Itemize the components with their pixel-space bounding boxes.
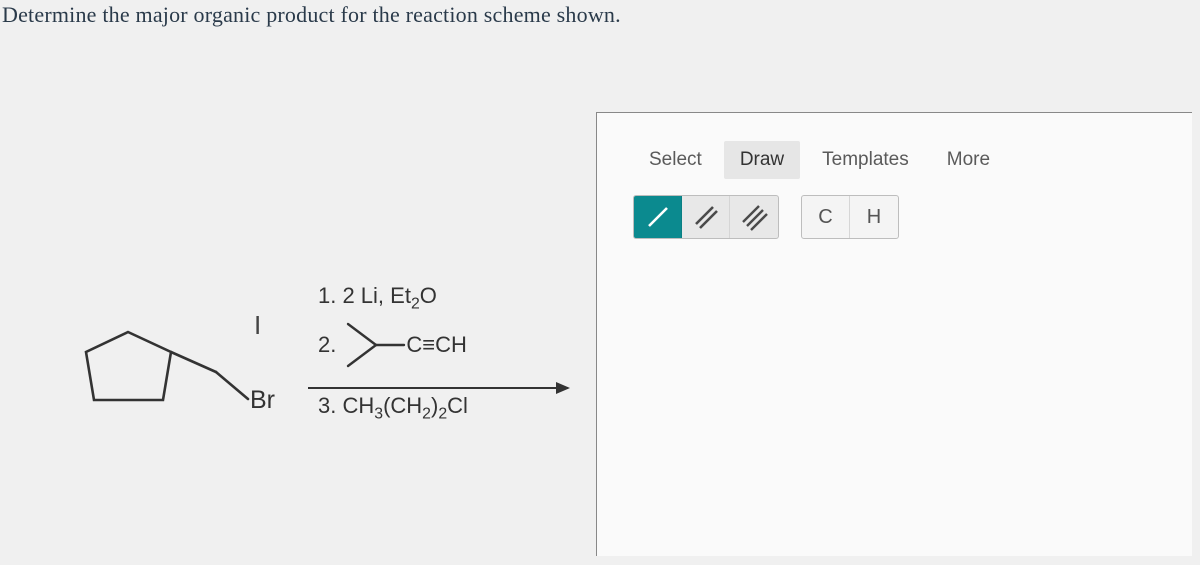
tool-row: C H	[597, 189, 1192, 245]
tab-templates[interactable]: Templates	[806, 141, 925, 179]
tert-alkyne-fragment	[342, 318, 430, 372]
element-c-button[interactable]: C	[802, 196, 850, 238]
starting-material: Br	[70, 300, 280, 455]
reagents-list: 1. 2 Li, Et2O 2. C≡CH 3. CH3(CH2)2Cl	[318, 280, 468, 427]
drawing-canvas[interactable]	[633, 255, 1156, 555]
single-bond-tool[interactable]	[634, 196, 682, 238]
s3f: 2	[438, 406, 447, 423]
tab-select[interactable]: Select	[633, 141, 718, 179]
br-label: Br	[250, 386, 275, 414]
step2-num: 2.	[318, 329, 336, 361]
double-bond-tool[interactable]	[682, 196, 730, 238]
s3b: 3	[374, 406, 383, 423]
reaction-arrow	[308, 387, 568, 389]
s3c: (CH	[383, 393, 422, 418]
element-tool-group: C H	[801, 195, 899, 239]
reagent-step-2: 2. C≡CH	[318, 318, 468, 372]
step1-tail: O	[420, 283, 437, 308]
s3g: Cl	[447, 393, 468, 418]
step1-text: 1. 2 Li, Et	[318, 283, 411, 308]
reagent-step-1: 1. 2 Li, Et2O	[318, 280, 468, 316]
drawing-panel: Select Draw Templates More	[596, 112, 1192, 556]
tab-more[interactable]: More	[931, 141, 1006, 179]
tab-draw[interactable]: Draw	[724, 141, 800, 179]
step1-sub: 2	[411, 295, 420, 312]
question-text: Determine the major organic product for …	[2, 2, 621, 28]
s3a: 3. CH	[318, 393, 374, 418]
panel-tabs: Select Draw Templates More	[597, 113, 1192, 189]
s3d: 2	[422, 406, 431, 423]
bond-tool-group	[633, 195, 779, 239]
triple-bond-tool[interactable]	[730, 196, 778, 238]
reagent-step-3: 3. CH3(CH2)2Cl	[318, 390, 468, 426]
element-h-button[interactable]: H	[850, 196, 898, 238]
reaction-scheme: I Br 1. 2 Li, Et2O 2.	[50, 280, 590, 480]
